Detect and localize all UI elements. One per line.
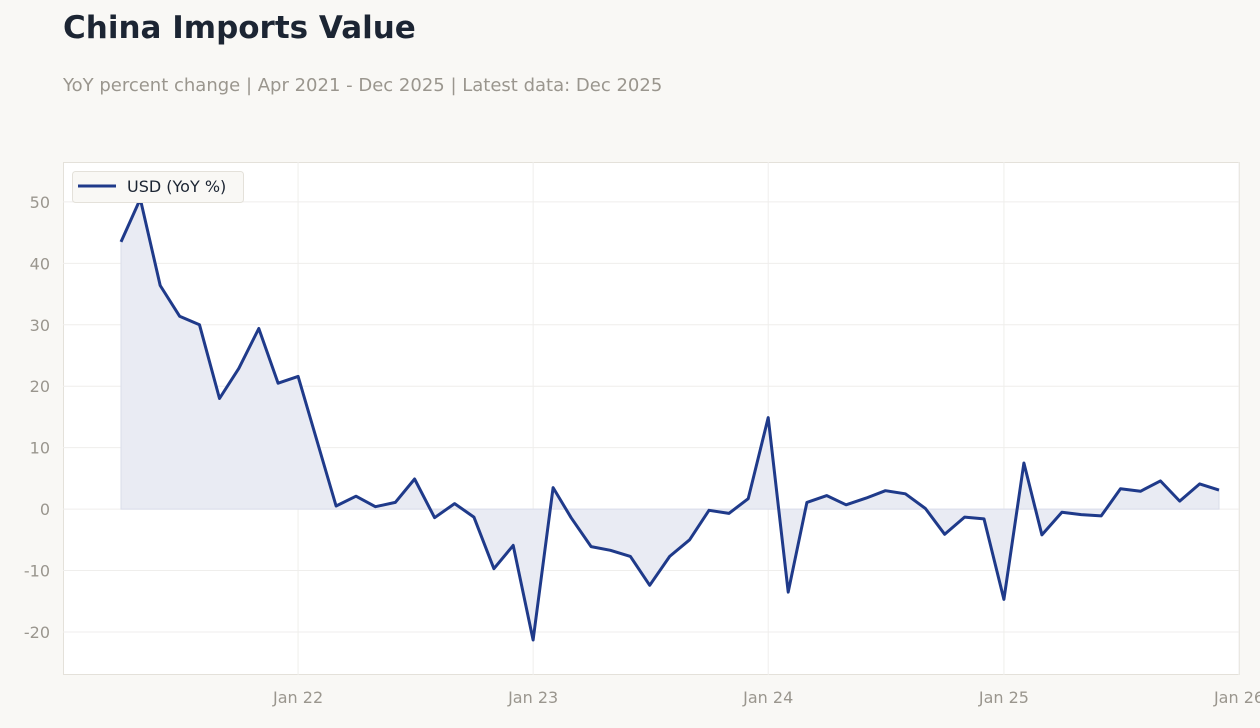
y-tick-label: 0 <box>40 500 50 519</box>
x-tick-label: Jan 26 <box>1213 688 1260 707</box>
chart-title: China Imports Value <box>63 10 416 46</box>
y-tick-label: 50 <box>30 193 50 212</box>
y-axis: -20 -10 0 10 20 30 40 50 <box>24 193 50 642</box>
chart-subtitle: YoY percent change | Apr 2021 - Dec 2025… <box>63 75 663 96</box>
x-tick-label: Jan 25 <box>978 688 1029 707</box>
x-tick-label: Jan 22 <box>272 688 323 707</box>
x-axis: Jan 22 Jan 23 Jan 24 Jan 25 Jan 26 <box>272 688 1260 707</box>
series-line <box>119 197 1220 642</box>
x-tick-label: Jan 24 <box>742 688 793 707</box>
y-tick-label: 40 <box>30 254 50 273</box>
y-tick-label: -10 <box>24 562 50 581</box>
legend: USD (YoY %) <box>72 171 244 203</box>
x-tick-label: Jan 23 <box>507 688 558 707</box>
y-tick-label: 30 <box>30 316 50 335</box>
y-tick-label: 20 <box>30 377 50 396</box>
y-tick-label: -20 <box>24 623 50 642</box>
y-tick-label: 10 <box>30 439 50 458</box>
legend-label: USD (YoY %) <box>127 177 226 196</box>
